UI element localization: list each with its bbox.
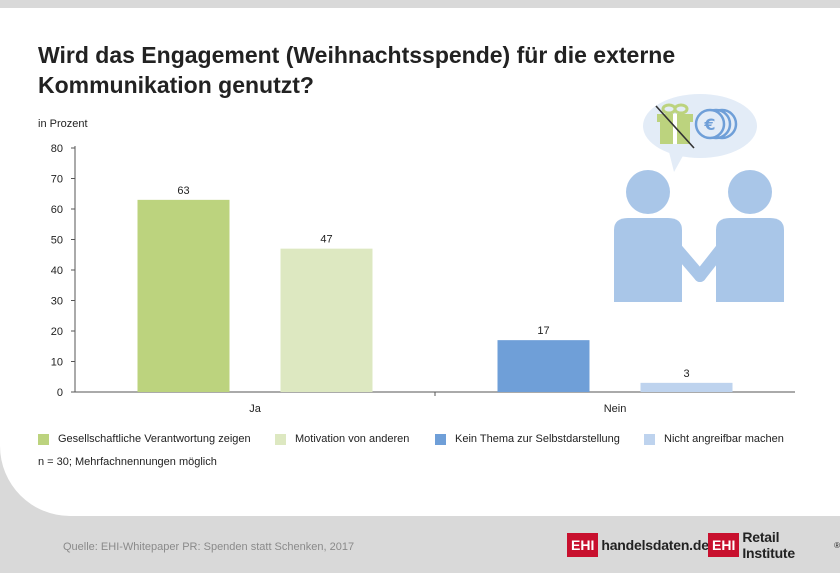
legend-swatch [275, 433, 286, 445]
ehi-logo-box: EHI [567, 533, 599, 557]
ehi-retail-institute-logo[interactable]: EHI Retail Institute ® [708, 529, 840, 561]
sample-note: n = 30; Mehrfachnennungen möglich [38, 456, 217, 468]
ehi-logo-box: EHI [708, 533, 740, 557]
title-line-2: Kommunikation genutzt? [38, 72, 314, 98]
y-tick-label: 40 [51, 265, 63, 277]
y-tick-label: 0 [57, 387, 63, 399]
legend-swatch [435, 433, 446, 445]
handshake-illustration: € [614, 94, 784, 302]
legend-item: Motivation von anderen [275, 433, 409, 445]
legend-label: Nicht angreifbar machen [664, 433, 784, 445]
y-tick-label: 20 [51, 326, 63, 338]
handelsdaten-logo[interactable]: EHI handelsdaten.de [567, 530, 709, 560]
title-line-1: Wird das Engagement (Weihnachtsspende) f… [38, 42, 676, 68]
source-text: Quelle: EHI-Whitepaper PR: Spenden statt… [63, 541, 355, 553]
legend-item: Kein Thema zur Selbstdarstellung [435, 433, 620, 445]
bar-value-label: 47 [320, 234, 332, 246]
chart-legend: Gesellschaftliche Verantwortung zeigen M… [38, 433, 818, 449]
handshake-icon [670, 242, 728, 282]
y-tick-label: 10 [51, 357, 63, 369]
legend-label: Kein Thema zur Selbstdarstellung [455, 433, 620, 445]
bar-value-label: 3 [683, 368, 689, 380]
bar-value-label: 63 [177, 185, 189, 197]
legend-item: Nicht angreifbar machen [644, 433, 784, 445]
bar [280, 248, 373, 392]
x-category-label: Ja [249, 403, 262, 415]
y-tick-label: 50 [51, 235, 63, 247]
retail-institute-logo-text: Retail Institute [742, 529, 795, 561]
legend-label: Gesellschaftliche Verantwortung zeigen [58, 433, 251, 445]
bar [497, 340, 590, 392]
person-right-icon [716, 170, 784, 302]
legend-label: Motivation von anderen [295, 433, 410, 445]
chart-title: Wird das Engagement (Weihnachtsspende) f… [38, 40, 738, 100]
y-axis-unit-label: in Prozent [38, 118, 88, 130]
y-tick-label: 70 [51, 174, 63, 186]
y-tick-label: 30 [51, 296, 63, 308]
bar [640, 382, 733, 392]
bar-value-label: 17 [537, 325, 549, 337]
legend-swatch [644, 433, 655, 445]
y-tick-label: 60 [51, 204, 63, 216]
y-tick-label: 80 [51, 143, 63, 155]
legend-item: Gesellschaftliche Verantwortung zeigen [38, 433, 251, 445]
gift-icon [655, 103, 695, 149]
handelsdaten-logo-text: handelsdaten.de [601, 537, 709, 553]
euro-symbol: € [703, 115, 715, 134]
person-left-icon [614, 170, 682, 302]
bar [137, 199, 230, 392]
euro-coins-icon: € [694, 108, 738, 140]
x-category-label: Nein [604, 403, 627, 415]
legend-swatch [38, 433, 49, 445]
registered-mark: ® [834, 540, 840, 550]
